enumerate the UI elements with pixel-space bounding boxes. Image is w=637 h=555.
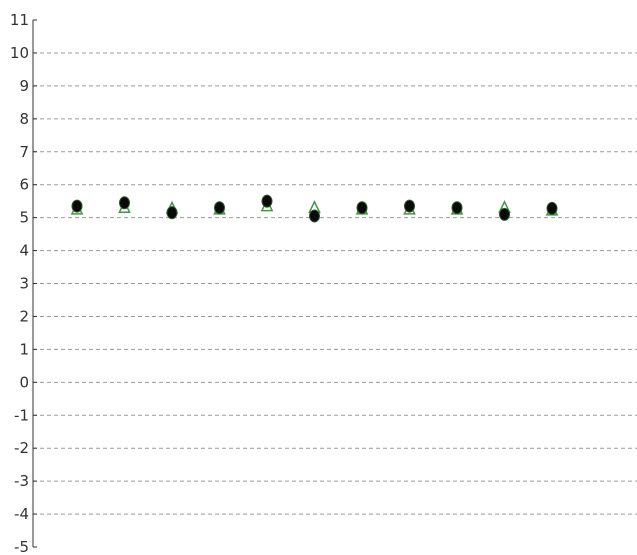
circle-point <box>119 196 130 210</box>
circle-point <box>309 209 320 223</box>
y-tick-label: 7 <box>19 143 29 161</box>
y-tick-label: 1 <box>19 340 29 358</box>
circle-point <box>404 199 415 213</box>
y-tick-label: -3 <box>14 472 29 490</box>
circle-point <box>499 207 510 221</box>
data-series <box>70 194 559 223</box>
y-tick-label: -1 <box>14 406 29 424</box>
y-tick-label: 11 <box>10 11 29 29</box>
y-tick-label: 5 <box>19 209 29 227</box>
y-tick-label: 0 <box>19 373 29 391</box>
grid-lines <box>33 52 637 515</box>
y-tick-label: -4 <box>14 505 29 523</box>
circle-point <box>546 201 558 215</box>
circle-point <box>71 199 83 213</box>
y-tick-label: 6 <box>19 176 29 194</box>
circle-point <box>214 201 225 215</box>
circle-point <box>166 206 178 220</box>
y-tick-label: 4 <box>19 242 29 260</box>
series-2 <box>71 194 558 223</box>
y-tick-label: 9 <box>19 77 29 95</box>
y-tick-label: 8 <box>19 110 29 128</box>
circle-point <box>451 201 463 215</box>
y-tick-label: 2 <box>19 307 29 325</box>
y-tick-label: 3 <box>19 275 29 293</box>
circle-point <box>356 201 368 215</box>
y-tick-label: -5 <box>14 538 29 555</box>
y-tick-label: -2 <box>14 439 29 457</box>
circle-point <box>261 194 273 208</box>
y-tick-label: 10 <box>10 44 29 62</box>
